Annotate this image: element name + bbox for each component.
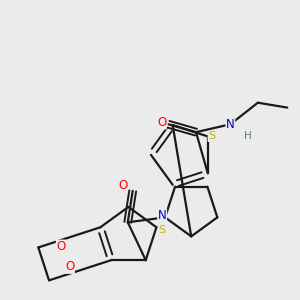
Text: O: O <box>65 260 74 273</box>
Text: O: O <box>118 179 128 193</box>
Text: O: O <box>157 116 166 129</box>
Text: O: O <box>56 240 66 253</box>
Text: N: N <box>226 118 235 131</box>
Text: H: H <box>244 131 252 141</box>
Text: N: N <box>158 209 167 222</box>
Text: S: S <box>159 225 166 235</box>
Text: S: S <box>208 131 215 141</box>
